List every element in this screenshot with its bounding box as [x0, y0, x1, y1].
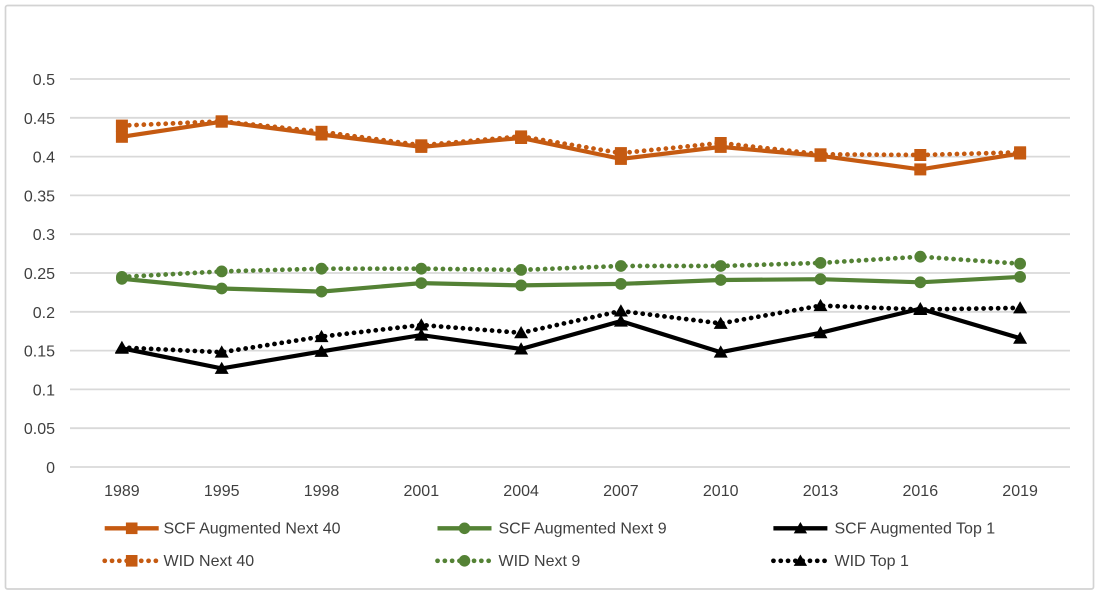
- svg-text:WID Next 9: WID Next 9: [499, 553, 581, 570]
- svg-text:0.05: 0.05: [24, 421, 55, 438]
- svg-text:0.4: 0.4: [33, 150, 55, 167]
- svg-text:0.35: 0.35: [24, 188, 55, 205]
- svg-text:1998: 1998: [304, 483, 340, 500]
- svg-text:2007: 2007: [603, 483, 639, 500]
- svg-text:2019: 2019: [1002, 483, 1038, 500]
- svg-text:0: 0: [46, 460, 55, 477]
- svg-text:2004: 2004: [503, 483, 539, 500]
- svg-text:SCF Augmented Next 40: SCF Augmented Next 40: [164, 521, 341, 538]
- svg-text:2001: 2001: [404, 483, 440, 500]
- svg-text:WID Next 40: WID Next 40: [164, 553, 255, 570]
- svg-text:0.15: 0.15: [24, 344, 55, 361]
- svg-text:0.1: 0.1: [33, 382, 55, 399]
- svg-text:1989: 1989: [104, 483, 140, 500]
- svg-text:0.2: 0.2: [33, 305, 55, 322]
- svg-text:0.45: 0.45: [24, 111, 55, 128]
- svg-text:0.5: 0.5: [33, 72, 55, 89]
- svg-text:SCF Augmented Next 9: SCF Augmented Next 9: [499, 521, 667, 538]
- svg-text:0.25: 0.25: [24, 266, 55, 283]
- svg-text:1995: 1995: [204, 483, 240, 500]
- svg-text:0.3: 0.3: [33, 227, 55, 244]
- svg-text:WID Top 1: WID Top 1: [835, 553, 910, 570]
- svg-text:2016: 2016: [903, 483, 939, 500]
- svg-text:2013: 2013: [803, 483, 839, 500]
- svg-text:SCF Augmented Top 1: SCF Augmented Top 1: [835, 521, 996, 538]
- svg-text:2010: 2010: [703, 483, 739, 500]
